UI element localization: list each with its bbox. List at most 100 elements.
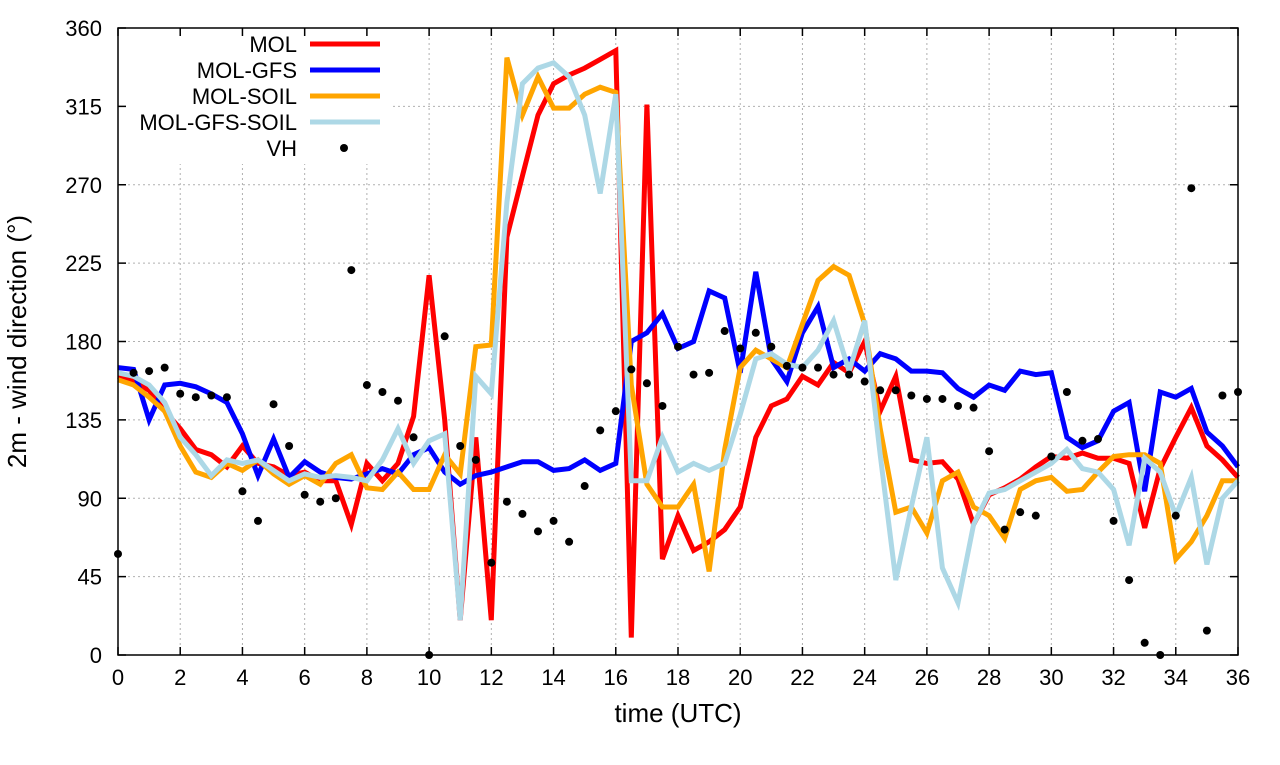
x-tick-label: 30 <box>1039 665 1063 690</box>
x-tick-label: 0 <box>112 665 124 690</box>
y-tick-label: 360 <box>65 16 102 41</box>
point-vh <box>269 400 278 409</box>
point-vh <box>1171 511 1180 520</box>
point-vh <box>285 442 294 450</box>
point-vh <box>347 266 356 275</box>
point-vh <box>1078 436 1087 445</box>
tick-layer: 0 2 4 6 8 10 12 14 16 18 20 22 24 26 28 30 32 34 360459013… <box>65 16 1250 690</box>
x-tick-label: 32 <box>1101 665 1125 690</box>
legend-label-mol-gfs: MOL-GFS <box>197 58 297 83</box>
point-vh <box>1109 516 1118 525</box>
series-layer <box>114 46 1242 659</box>
y-tick-label: 270 <box>65 173 102 198</box>
point-vh <box>627 365 636 374</box>
x-axis-title: time (UTC) <box>614 698 741 728</box>
point-vh <box>985 447 994 456</box>
point-vh <box>1140 638 1149 647</box>
point-vh <box>876 386 885 395</box>
point-vh <box>565 537 574 546</box>
legend-label-mol: MOL <box>249 32 297 57</box>
legend-label-mol-gfs-soil: MOL-GFS-SOIL <box>139 110 297 135</box>
y-axis-title: 2m - wind direction (°) <box>2 215 32 468</box>
point-vh <box>954 401 962 410</box>
point-vh <box>549 516 558 525</box>
point-vh <box>860 377 869 386</box>
point-vh <box>502 497 511 506</box>
point-vh <box>207 391 216 400</box>
point-vh <box>611 407 620 416</box>
point-vh <box>907 391 916 400</box>
point-vh <box>145 367 154 376</box>
point-vh <box>331 494 340 503</box>
x-tick-label: 28 <box>977 665 1001 690</box>
x-tick-label: 10 <box>417 665 441 690</box>
point-vh <box>1031 511 1040 520</box>
y-tick-label: 90 <box>78 486 102 511</box>
point-vh <box>1062 388 1071 397</box>
point-vh <box>1094 435 1102 444</box>
point-vh <box>238 487 247 496</box>
point-vh <box>689 370 698 379</box>
x-tick-label: 18 <box>666 665 690 690</box>
point-vh <box>176 389 185 398</box>
point-vh <box>1000 525 1009 534</box>
point-vh <box>1016 508 1025 517</box>
series-line-mol-gfs-soil <box>117 59 1240 621</box>
point-vh <box>1202 626 1211 635</box>
x-tick-label: 36 <box>1226 665 1250 690</box>
point-vh <box>362 381 371 390</box>
point-vh <box>580 482 589 491</box>
y-tick-label: 315 <box>65 94 102 119</box>
y-tick-label: 180 <box>65 330 102 355</box>
point-vh <box>518 509 527 518</box>
point-vh <box>782 361 791 370</box>
point-vh <box>922 394 931 403</box>
point-vh <box>720 327 729 336</box>
point-vh <box>642 379 651 388</box>
x-tick-label: 12 <box>479 665 503 690</box>
point-vh <box>938 394 947 403</box>
point-vh <box>767 342 776 351</box>
point-vh <box>487 558 496 567</box>
y-tick-label: 135 <box>65 408 102 433</box>
x-tick-label: 6 <box>299 665 311 690</box>
y-tick-label: 0 <box>90 643 102 668</box>
x-tick-label: 26 <box>915 665 939 690</box>
x-tick-label: 8 <box>361 665 373 690</box>
x-tick-label: 16 <box>604 665 628 690</box>
point-vh <box>1218 391 1227 400</box>
x-tick-label: 2 <box>174 665 186 690</box>
point-vh <box>300 490 309 499</box>
point-vh <box>409 433 418 442</box>
point-vh <box>845 370 854 379</box>
point-vh <box>394 396 402 405</box>
x-tick-label: 14 <box>541 665 565 690</box>
legend-point-vh <box>340 144 348 152</box>
point-vh <box>969 403 978 412</box>
point-vh <box>129 368 138 377</box>
point-vh <box>596 426 605 435</box>
y-tick-label: 225 <box>65 251 102 276</box>
point-vh <box>316 497 325 506</box>
y-tick-label: 45 <box>78 565 102 590</box>
point-vh <box>254 516 262 525</box>
point-vh <box>1047 452 1056 461</box>
point-vh <box>814 363 822 372</box>
point-vh <box>471 455 480 464</box>
x-tick-label: 34 <box>1164 665 1188 690</box>
point-vh <box>1187 184 1196 193</box>
x-tick-label: 22 <box>790 665 814 690</box>
point-vh <box>829 370 838 379</box>
point-vh <box>222 393 231 402</box>
point-vh <box>751 328 760 337</box>
point-vh <box>378 388 387 397</box>
x-tick-label: 20 <box>728 665 752 690</box>
point-vh <box>440 332 449 341</box>
x-tick-label: 4 <box>236 665 248 690</box>
x-tick-label: 24 <box>852 665 876 690</box>
point-vh <box>191 393 200 402</box>
point-vh <box>798 363 807 372</box>
point-vh <box>534 527 542 536</box>
